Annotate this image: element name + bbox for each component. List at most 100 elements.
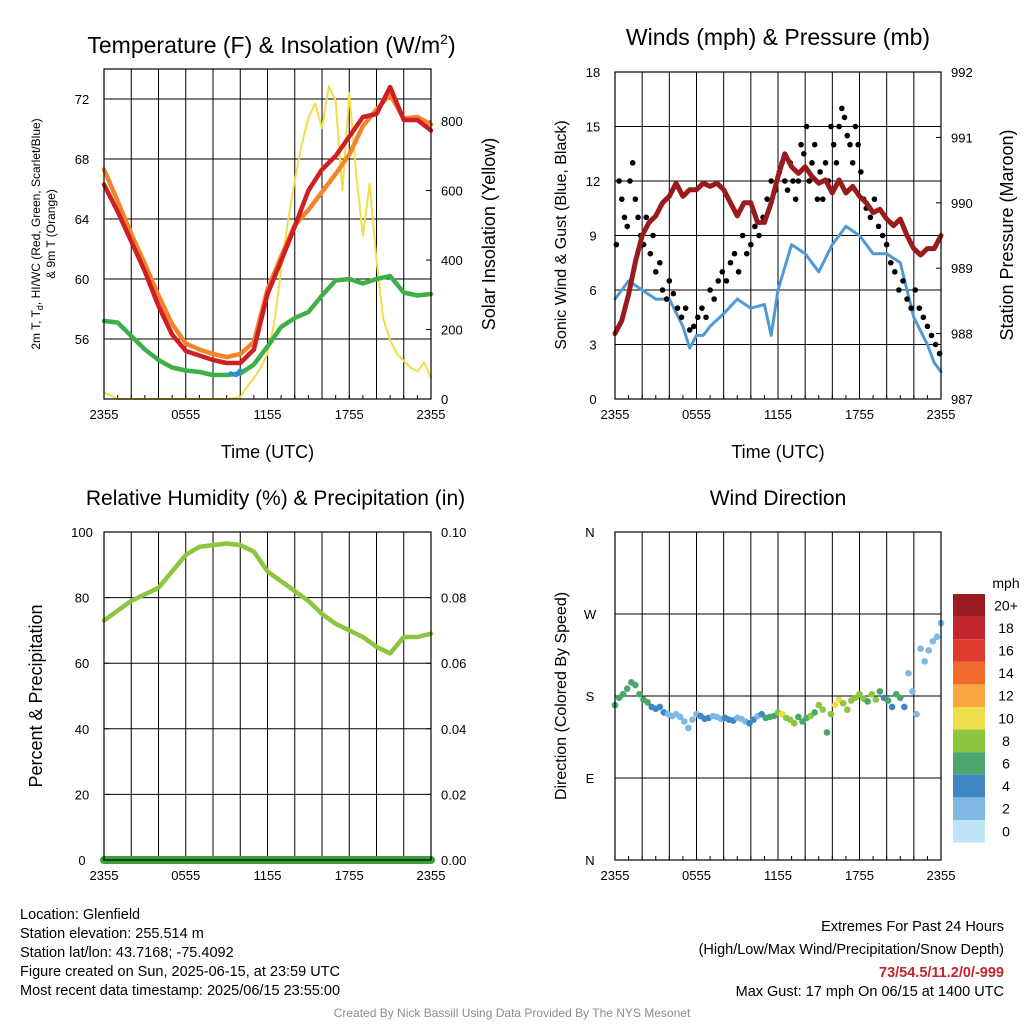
panel2-xtick-label: 0555 (171, 868, 200, 883)
panel1-y2label: Station Pressure (Maroon) (997, 129, 1017, 340)
gust-point (723, 278, 730, 284)
legend-swatch (953, 661, 985, 685)
panel0-ylabel: 2m T, Td, HI/WC (Red, Green, Scarlet/Blu… (29, 118, 45, 349)
panel1-xtick-label: 0555 (682, 407, 711, 422)
location-text: Location: Glenfield (20, 907, 141, 923)
panel3-xtick-label: 0555 (682, 868, 711, 883)
gust-point (659, 287, 666, 293)
gust-point (739, 232, 746, 239)
panel1-border (614, 71, 942, 400)
panel1-y2tick-label: 989 (951, 261, 973, 276)
panel2-y2tick-label: 0.06 (441, 656, 466, 671)
legend-swatch (953, 616, 985, 640)
panel0-ylabel-line2: & 9m T (Orange) (44, 189, 58, 279)
gust-point (621, 214, 628, 221)
panel2-ylabel: Percent & Precipitation (26, 604, 46, 787)
gust-point (803, 123, 810, 130)
panel2-ytick-label: 40 (75, 722, 89, 737)
gust-point (924, 323, 931, 330)
gust-point (875, 223, 882, 230)
panel1-xtick-label: 1755 (845, 407, 874, 422)
legend-label: 2 (1002, 801, 1010, 817)
gust-point (686, 327, 693, 333)
gust-point (768, 178, 775, 184)
gust-point (643, 214, 650, 221)
gust-point (916, 305, 923, 311)
legend-label: 8 (1002, 733, 1010, 749)
direction-point (656, 703, 664, 711)
panel0-title-close: ) (448, 32, 456, 58)
gust-point (707, 287, 713, 293)
legend-swatch (953, 797, 985, 820)
gust-point (858, 169, 864, 175)
panel1-ytick-label: 9 (589, 229, 596, 244)
legend-label: 0 (1002, 823, 1010, 839)
gust-point (715, 278, 722, 284)
panel2-xtick-label: 2355 (417, 868, 446, 883)
panel2-ytick-label: 0 (78, 853, 85, 868)
panel0-y2label: Solar Insolation (Yellow) (479, 138, 499, 330)
gust-point (904, 296, 910, 302)
gust-point (647, 250, 654, 257)
gust-point (613, 241, 620, 248)
panel3-ytick-label: N (585, 853, 594, 868)
panel2-y2tick-label: 0.04 (441, 722, 466, 737)
panel1-title: Winds (mph) & Pressure (mb) (626, 24, 930, 50)
gust-point (814, 196, 821, 202)
gust-point (695, 314, 701, 321)
direction-point (929, 638, 937, 645)
gust-point (670, 290, 677, 297)
latlon-text: Station lat/lon: 43.7168; -75.4092 (20, 945, 234, 961)
panel2-title: Relative Humidity (%) & Precipitation (i… (86, 487, 465, 510)
panel0-xlabel: Time (UTC) (221, 442, 314, 462)
panel1-xlabel: Time (UTC) (731, 442, 824, 462)
direction-point (680, 718, 688, 725)
gust-point (811, 141, 818, 148)
gust-point (817, 169, 823, 175)
credit-text: Created By Nick Bassill Using Data Provi… (333, 1006, 691, 1020)
direction-point (795, 713, 802, 721)
gust-point (836, 123, 842, 130)
legend-label: 6 (1002, 756, 1010, 772)
gust-points (613, 105, 943, 357)
gust-point (852, 123, 859, 130)
legend-swatch (953, 684, 985, 707)
gust-point (674, 305, 681, 311)
gust-point (849, 160, 856, 166)
gust-point (892, 269, 898, 275)
gust-point (682, 305, 689, 311)
extremes-values: 73/54.5/11.2/0/-999 (879, 965, 1004, 981)
panel3-ytick-label: N (585, 525, 594, 540)
panel1-y2tick-label: 988 (951, 327, 973, 342)
panel0-ytick-label: 72 (75, 92, 89, 107)
panel3-ytick-label: W (584, 607, 597, 622)
gust-point (629, 160, 636, 166)
gust-point (912, 287, 918, 293)
gust-point (635, 214, 641, 221)
panel0-title-text: Temperature (F) & Insolation (W/m (87, 32, 440, 58)
direction-point (872, 696, 880, 703)
panel0-xtick-label: 1155 (254, 407, 282, 422)
direction-point (831, 701, 839, 709)
gust-point (790, 178, 796, 184)
panel1-ytick-label: 15 (586, 120, 600, 135)
legend-label: 20+ (994, 597, 1018, 613)
gust-point (727, 259, 734, 266)
direction-point (676, 713, 684, 721)
direction-point (901, 703, 908, 711)
panel0-ylabel-sub: d (35, 305, 45, 310)
gust-point (792, 196, 799, 202)
gust-point (867, 214, 874, 221)
gust-point (887, 259, 894, 266)
max-gust-text: Max Gust: 17 mph On 06/15 at 1400 UTC (735, 984, 1004, 1000)
gust-point (928, 332, 935, 339)
panel1-ytick-label: 18 (586, 65, 600, 80)
gust-point (650, 232, 656, 239)
dewpoint-line (101, 273, 434, 378)
panel3-xtick-label: 1155 (764, 868, 792, 883)
gust-point (896, 287, 902, 293)
gust-point (920, 314, 927, 321)
panel1-ylabel: Sonic Wind & Gust (Blue, Black) (553, 120, 570, 349)
legend-label: 10 (998, 710, 1014, 726)
direction-point (823, 729, 831, 736)
